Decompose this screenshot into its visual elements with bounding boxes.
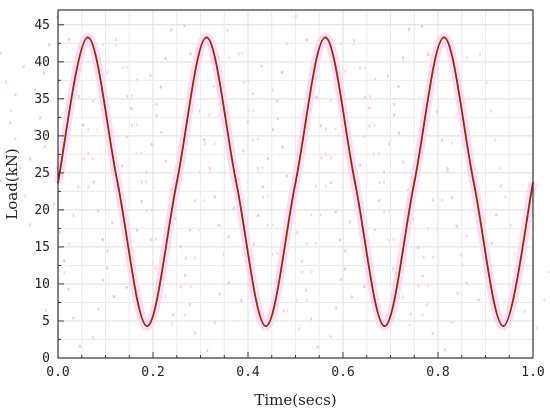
x-tick-label: 0.2	[141, 365, 164, 380]
data-point	[205, 36, 208, 39]
y-tick-label: 35	[34, 92, 50, 107]
y-tick-label: 5	[42, 314, 50, 329]
y-tick-label: 40	[34, 55, 50, 70]
series-layer	[53, 32, 538, 331]
x-tick-label: 0.8	[426, 365, 449, 380]
data-point	[264, 325, 267, 328]
y-tick-label: 0	[42, 351, 50, 366]
data-point	[413, 181, 416, 184]
data-point	[443, 36, 445, 39]
data-point	[175, 181, 178, 184]
y-tick-label: 10	[34, 277, 50, 292]
y-tick-label: 45	[34, 18, 50, 33]
y-axis-title: Load(kN)	[3, 148, 21, 219]
y-tick-label: 30	[34, 129, 50, 144]
data-point	[502, 325, 505, 328]
tick-labels: 0.0 0.2 0.4 0.6 0.8 1.0 0 5 10 15 20 25 30 35 40 45	[34, 18, 544, 380]
x-axis-title: Time(secs)	[254, 391, 336, 409]
x-tick-label: 0.0	[46, 365, 69, 380]
data-point	[116, 180, 119, 183]
y-tick-label: 25	[34, 166, 50, 181]
x-tick-label: 1.0	[521, 365, 544, 380]
data-point	[86, 36, 89, 39]
data-point	[472, 180, 475, 183]
x-tick-label: 0.6	[331, 365, 354, 380]
data-point	[324, 36, 327, 39]
data-point	[353, 180, 356, 183]
data-point	[383, 325, 386, 328]
y-tick-label: 15	[34, 240, 50, 255]
data-point	[294, 181, 297, 184]
ticks	[57, 24, 534, 359]
y-tick-label: 20	[34, 203, 50, 218]
data-point	[146, 325, 148, 328]
data-point	[235, 180, 238, 183]
x-tick-label: 0.4	[236, 365, 260, 380]
